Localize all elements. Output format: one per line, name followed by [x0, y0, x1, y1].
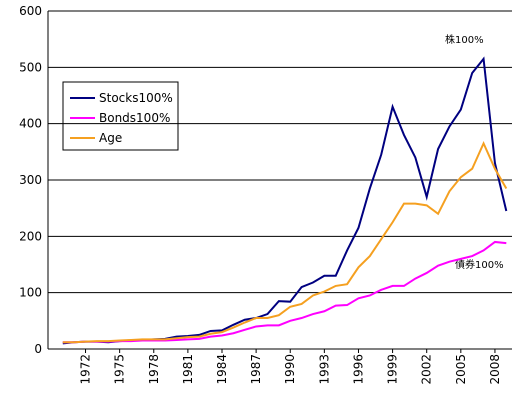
y-tick-label: 200 [19, 229, 42, 243]
legend-label: Stocks100% [99, 91, 173, 105]
x-tick-label: 1978 [147, 354, 161, 385]
y-tick-label: 400 [19, 117, 42, 131]
legend-label: Age [99, 131, 122, 145]
x-tick-label: 1996 [351, 354, 365, 385]
x-tick-label: 1999 [386, 354, 400, 385]
x-tick-label: 2005 [454, 354, 468, 385]
x-tick-label: 1990 [283, 354, 297, 385]
annotation: 債券100% [455, 258, 504, 271]
series-line [62, 240, 507, 344]
x-tick-label: 1987 [249, 354, 263, 385]
y-tick-label: 0 [34, 342, 42, 356]
x-tick-label: 1981 [181, 354, 195, 385]
x-tick-label: 1975 [113, 354, 127, 385]
x-tick-label: 1993 [317, 354, 331, 385]
x-tick-label: 1972 [79, 354, 93, 385]
y-tick-label: 300 [19, 173, 42, 187]
annotation: 株100% [445, 33, 484, 46]
x-tick-label: 2008 [488, 354, 502, 385]
y-tick-label: 500 [19, 60, 42, 74]
x-tick-label: 2002 [420, 354, 434, 385]
y-tick-label: 100 [19, 286, 42, 300]
x-tick-label: 1984 [215, 354, 229, 385]
legend-label: Bonds100% [99, 111, 170, 125]
y-tick-label: 600 [19, 4, 42, 18]
series-line [62, 140, 508, 344]
